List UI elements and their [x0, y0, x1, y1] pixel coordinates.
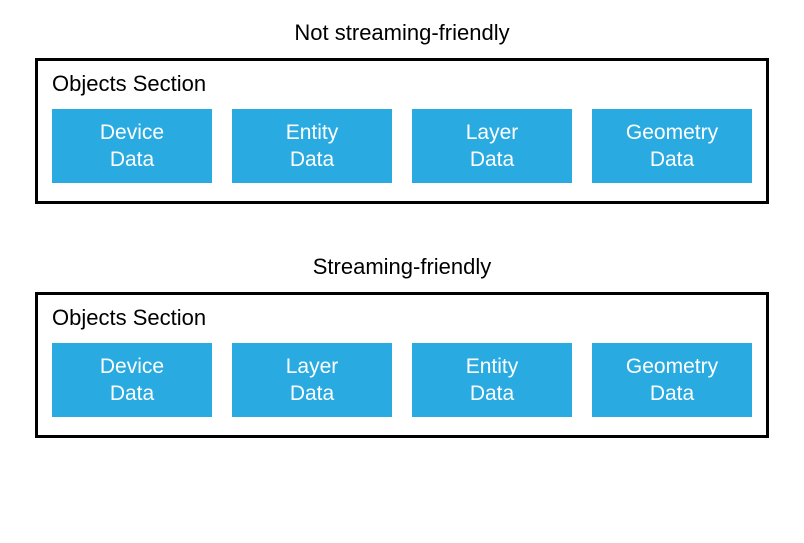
item-entity: Entity Data	[232, 109, 392, 183]
section-title: Streaming-friendly	[35, 254, 769, 280]
box-label: Objects Section	[52, 305, 752, 331]
item-layer: Layer Data	[412, 109, 572, 183]
section-not-streaming: Not streaming-friendly Objects Section D…	[35, 20, 769, 204]
item-entity: Entity Data	[412, 343, 572, 417]
objects-box: Objects Section Device Data Layer Data E…	[35, 292, 769, 438]
box-label: Objects Section	[52, 71, 752, 97]
section-title: Not streaming-friendly	[35, 20, 769, 46]
item-geometry: Geometry Data	[592, 343, 752, 417]
item-device: Device Data	[52, 343, 212, 417]
items-row: Device Data Layer Data Entity Data Geome…	[52, 343, 752, 417]
objects-box: Objects Section Device Data Entity Data …	[35, 58, 769, 204]
item-layer: Layer Data	[232, 343, 392, 417]
section-streaming: Streaming-friendly Objects Section Devic…	[35, 254, 769, 438]
items-row: Device Data Entity Data Layer Data Geome…	[52, 109, 752, 183]
item-geometry: Geometry Data	[592, 109, 752, 183]
item-device: Device Data	[52, 109, 212, 183]
